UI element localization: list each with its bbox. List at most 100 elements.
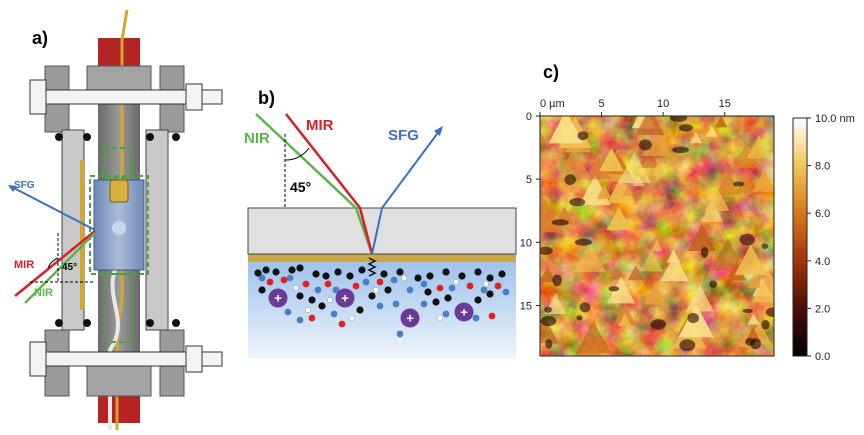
afm-grain bbox=[735, 174, 756, 194]
cation-symbol: + bbox=[341, 291, 349, 306]
afm-pit bbox=[687, 312, 700, 324]
colorbar-tick-label: 2.0 bbox=[815, 303, 830, 315]
afm-grain bbox=[578, 335, 601, 356]
spring-b bbox=[367, 257, 377, 277]
afm-grain bbox=[627, 265, 644, 281]
afm-pit bbox=[672, 146, 690, 154]
substrate bbox=[247, 207, 517, 255]
ion-atom bbox=[426, 272, 434, 280]
ion-atom bbox=[488, 312, 496, 320]
nir-beam-a bbox=[24, 232, 96, 304]
ion-atom bbox=[432, 298, 440, 306]
afm-grain bbox=[747, 313, 760, 325]
ion-atom bbox=[483, 281, 489, 287]
panel-a: a) bbox=[8, 9, 223, 430]
ion-atom bbox=[356, 306, 364, 314]
ion-atom bbox=[358, 266, 366, 274]
cation-symbol: + bbox=[274, 291, 282, 306]
ion-atom bbox=[420, 280, 428, 288]
ion-atom bbox=[442, 268, 450, 276]
afm-grain bbox=[751, 270, 774, 303]
ion-atom bbox=[406, 286, 414, 294]
afm-pit bbox=[750, 338, 761, 350]
afm-pit bbox=[544, 306, 553, 313]
cell-electrode bbox=[109, 179, 129, 203]
afm-grain bbox=[606, 276, 636, 304]
angle-arc-b bbox=[284, 147, 310, 161]
sfg-arrowhead-a bbox=[8, 185, 17, 192]
colorbar bbox=[792, 117, 808, 357]
afm-grain bbox=[640, 249, 663, 272]
o-ring-dots bbox=[55, 133, 180, 327]
afm-grain bbox=[540, 132, 547, 144]
ion-atom bbox=[349, 315, 355, 321]
afm-pit bbox=[761, 320, 770, 330]
ion-atom bbox=[396, 330, 404, 338]
afm-x-axis: 0 µm 5 10 15 bbox=[539, 98, 731, 116]
afm-grain bbox=[714, 116, 728, 128]
afm-grain bbox=[557, 146, 591, 179]
ion-atom bbox=[266, 278, 274, 286]
afm-grain bbox=[705, 125, 718, 137]
ion-atom bbox=[296, 264, 304, 272]
afm-pit bbox=[709, 280, 718, 288]
colorbar-tick-label: 8.0 bbox=[815, 161, 830, 173]
afm-pit bbox=[574, 238, 592, 246]
afm-grain bbox=[685, 284, 714, 312]
afm-image bbox=[540, 116, 774, 356]
y-tick-label: 15 bbox=[520, 300, 532, 312]
ion-atom bbox=[384, 286, 392, 294]
y-tick-label: 5 bbox=[526, 174, 532, 186]
afm-y-axis: 0 5 10 15 bbox=[520, 111, 540, 312]
nir-label-b: NIR bbox=[244, 130, 270, 147]
ion-atom bbox=[324, 280, 332, 288]
bolt-head-bottom-left bbox=[29, 341, 47, 377]
afm-pit bbox=[577, 131, 589, 141]
cation bbox=[335, 288, 355, 308]
colorbar-tick-label: 6.0 bbox=[815, 208, 830, 220]
afm-grain bbox=[734, 244, 768, 276]
ion-atom bbox=[288, 266, 296, 274]
ion-atom bbox=[338, 320, 346, 328]
sfg-beam-a bbox=[9, 185, 96, 231]
afm-pit bbox=[669, 116, 688, 122]
afm-pit bbox=[678, 124, 694, 132]
afm-pit bbox=[576, 315, 583, 321]
ion-atom bbox=[352, 282, 360, 290]
colorbar-tick-label: 4.0 bbox=[815, 256, 830, 268]
afm-pit bbox=[569, 197, 586, 207]
angle-label-a: 45° bbox=[62, 262, 77, 273]
ion-atom bbox=[474, 296, 482, 304]
afm-pit bbox=[679, 339, 696, 352]
cation bbox=[454, 302, 474, 322]
afm-grain bbox=[599, 147, 624, 172]
afm-grain bbox=[687, 224, 717, 251]
rod-bottom bbox=[98, 393, 140, 423]
sfg-label-b: SFG bbox=[388, 127, 419, 144]
afm-pit bbox=[765, 307, 774, 317]
ion-atom bbox=[308, 314, 316, 322]
ion-atom bbox=[444, 294, 452, 302]
ion-atom bbox=[318, 302, 326, 310]
ion-atom bbox=[305, 307, 311, 313]
afm-grains bbox=[540, 116, 774, 356]
ion-atom bbox=[401, 275, 407, 281]
afm-pit bbox=[579, 302, 591, 313]
afm-grain bbox=[606, 206, 632, 231]
ion-atom bbox=[284, 308, 292, 316]
rod-top bbox=[98, 38, 140, 68]
x-tick-label: 10 bbox=[657, 98, 669, 110]
afm-grain bbox=[575, 320, 611, 354]
ion-atom bbox=[376, 302, 384, 310]
ion-atom bbox=[448, 284, 456, 292]
ion-atom bbox=[332, 286, 340, 294]
nir-label-a: NIR bbox=[34, 287, 53, 299]
afm-pit bbox=[700, 246, 709, 259]
ion-atom bbox=[258, 286, 266, 294]
ion-atom bbox=[396, 268, 404, 276]
colorbar-ticks: 10.0 nm 8.0 6.0 4.0 2.0 0.0 bbox=[807, 113, 855, 363]
ion-atom bbox=[312, 270, 320, 278]
afm-grain bbox=[689, 131, 703, 144]
y-tick-label: 10 bbox=[520, 237, 532, 249]
afm-grain bbox=[704, 187, 730, 211]
